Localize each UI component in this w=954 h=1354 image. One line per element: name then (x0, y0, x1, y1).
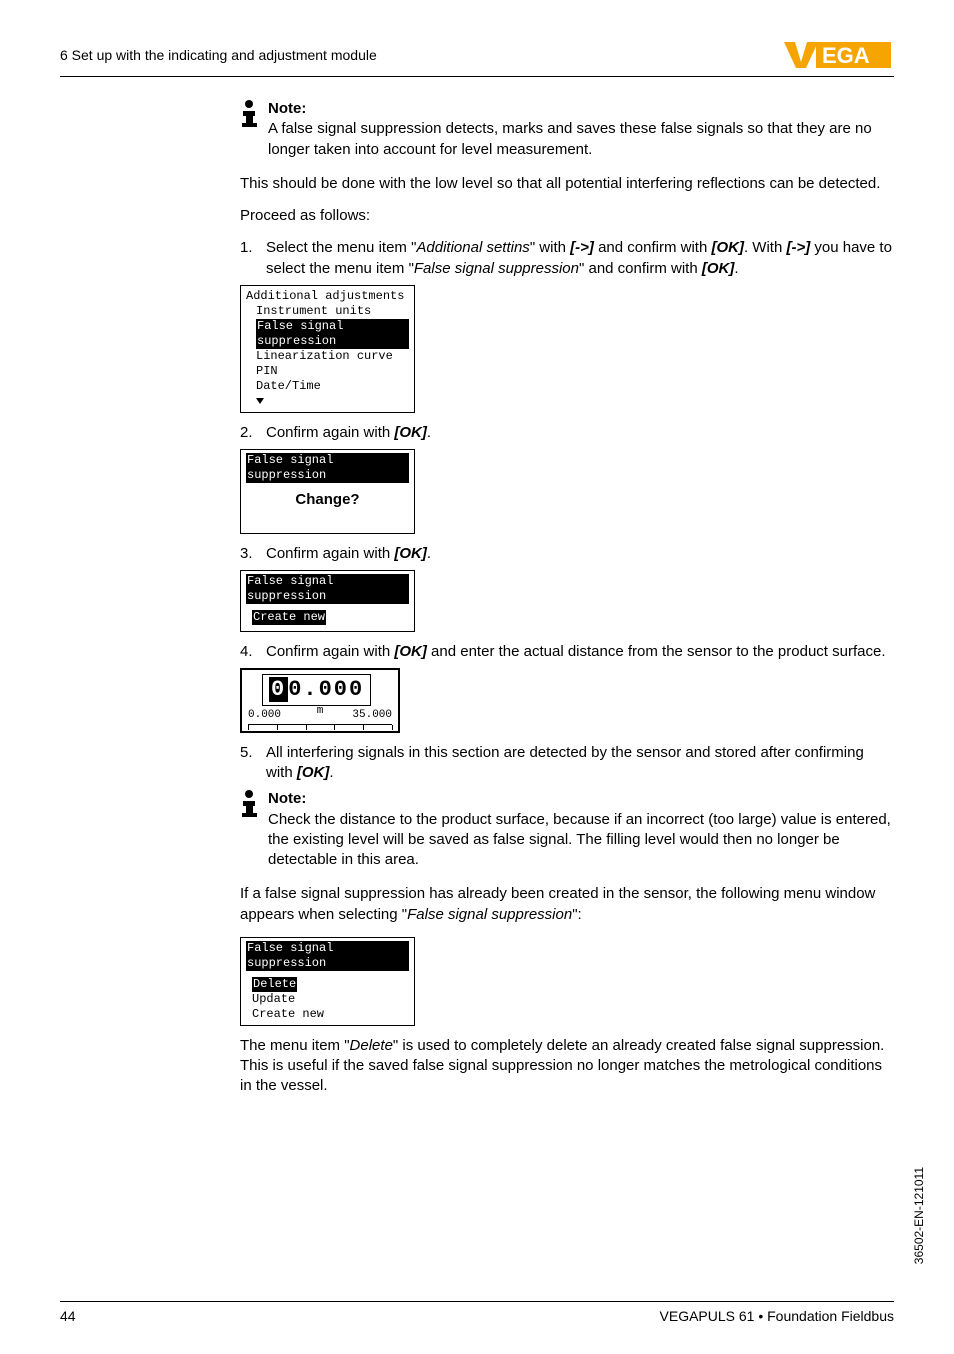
step-body: All interfering signals in this section … (266, 743, 894, 784)
text: and confirm with (594, 239, 712, 256)
chevron-down-icon (256, 398, 264, 404)
step-number: 5. (240, 743, 266, 784)
step-number: 1. (240, 238, 266, 279)
product-name: VEGAPULS 61 • Foundation Fieldbus (660, 1308, 894, 1324)
text: All interfering signals in this section … (266, 744, 864, 781)
lcd-line: Date/Time (256, 379, 321, 393)
step-3: 3. Confirm again with [OK]. (240, 544, 894, 564)
scale-max: 35.000 (352, 708, 392, 723)
step-4: 4. Confirm again with [OK] and enter the… (240, 642, 894, 662)
lcd-line: Create new (246, 1007, 409, 1022)
text: Confirm again with (266, 424, 394, 441)
key: [OK] (394, 545, 427, 562)
key: [OK] (394, 424, 427, 441)
key: [OK] (297, 764, 330, 781)
info-icon (240, 99, 260, 133)
text: Confirm again with (266, 545, 394, 562)
step-body: Confirm again with [OK]. (266, 423, 894, 443)
svg-text:EGA: EGA (822, 43, 870, 68)
note-block-1: Note: A false signal suppression detects… (240, 99, 894, 172)
scale-unit: m (317, 704, 324, 719)
lcd-prompt: Change? (246, 483, 409, 530)
digits: 0.000 (288, 677, 364, 702)
step-number: 4. (240, 642, 266, 662)
key: [->] (786, 239, 810, 256)
scale-ticks (248, 724, 392, 729)
step-number: 2. (240, 423, 266, 443)
text: The menu item " (240, 1037, 350, 1054)
step-2: 2. Confirm again with [OK]. (240, 423, 894, 443)
text: . (734, 260, 738, 277)
lcd-screen-3: False signal suppression Create new (240, 570, 415, 632)
scale-min: 0.000 (248, 708, 281, 723)
text: . (427, 424, 431, 441)
note-body: A false signal suppression detects, mark… (268, 119, 894, 160)
step-5: 5. All interfering signals in this secti… (240, 743, 894, 784)
step-body: Confirm again with [OK] and enter the ac… (266, 642, 894, 662)
text-italic: Additional settins (416, 239, 529, 256)
key: [->] (570, 239, 594, 256)
text: ": (572, 906, 582, 923)
lcd-big-value: 00.000 (262, 674, 371, 706)
text: " and confirm with (579, 260, 702, 277)
header-section: 6 Set up with the indicating and adjustm… (60, 47, 377, 63)
text: " with (530, 239, 570, 256)
page-footer: 44 VEGAPULS 61 • Foundation Fieldbus (60, 1301, 894, 1324)
note-label: Note: (268, 789, 894, 809)
lcd-scale: 0.000 m 35.000 (248, 708, 392, 723)
info-icon (240, 789, 260, 823)
paragraph: If a false signal suppression has alread… (240, 884, 894, 925)
lcd-line: Additional adjustments (246, 289, 409, 304)
lcd-selected: Create new (252, 610, 326, 625)
paragraph: The menu item "Delete" is used to comple… (240, 1036, 894, 1097)
text: . With (744, 239, 787, 256)
paragraph: Proceed as follows: (240, 206, 894, 226)
text-italic: False signal suppression (414, 260, 579, 277)
note-label: Note: (268, 99, 894, 119)
step-1: 1. Select the menu item "Additional sett… (240, 238, 894, 279)
note-block-2: Note: Check the distance to the product … (240, 789, 894, 882)
text: . (427, 545, 431, 562)
page-number: 44 (60, 1308, 76, 1324)
paragraph: This should be done with the low level s… (240, 174, 894, 194)
key: [OK] (702, 260, 735, 277)
page-header: 6 Set up with the indicating and adjustm… (60, 40, 894, 77)
lcd-selected: Delete (252, 977, 297, 992)
step-body: Confirm again with [OK]. (266, 544, 894, 564)
vega-logo: EGA (784, 40, 894, 70)
lcd-selected: False signal suppression (246, 941, 409, 971)
step-body: Select the menu item "Additional settins… (266, 238, 894, 279)
lcd-line: Linearization curve (246, 349, 409, 364)
text: Confirm again with (266, 643, 394, 660)
lcd-selected: False signal suppression (246, 453, 409, 483)
text: Select the menu item " (266, 239, 416, 256)
main-content: Note: A false signal suppression detects… (240, 99, 894, 1097)
key: [OK] (394, 643, 427, 660)
note-body: Check the distance to the product surfac… (268, 810, 894, 871)
lcd-screen-1: Additional adjustments Instrument units … (240, 285, 415, 413)
cursor-digit: 0 (269, 677, 288, 702)
lcd-line: PIN (246, 364, 409, 379)
lcd-selected: False signal suppression (246, 574, 409, 604)
lcd-screen-2: False signal suppression Change? (240, 449, 415, 534)
text: . (329, 764, 333, 781)
side-code: 36502-EN-121011 (912, 1167, 926, 1264)
lcd-selected: False signal suppression (256, 319, 409, 349)
text: and enter the actual distance from the s… (427, 643, 886, 660)
text-italic: Delete (350, 1037, 393, 1054)
key: [OK] (711, 239, 744, 256)
text-italic: False signal suppression (407, 906, 572, 923)
lcd-numeric: 00.000 0.000 m 35.000 (240, 668, 400, 733)
step-number: 3. (240, 544, 266, 564)
lcd-line: Instrument units (246, 304, 409, 319)
lcd-screen-5: False signal suppression Delete Update C… (240, 937, 415, 1026)
lcd-line: Update (246, 992, 409, 1007)
